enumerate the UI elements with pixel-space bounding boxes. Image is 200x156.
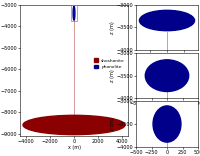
Y-axis label: z (m): z (m) [110, 118, 115, 130]
Legend: shoshonite, phonolite: shoshonite, phonolite [93, 58, 126, 70]
Ellipse shape [153, 106, 181, 142]
Ellipse shape [145, 60, 189, 91]
Ellipse shape [139, 10, 195, 31]
Y-axis label: z (m): z (m) [110, 69, 115, 82]
Ellipse shape [23, 115, 125, 135]
Bar [71, 5, 77, 21]
Ellipse shape [73, 6, 75, 20]
Y-axis label: z (m): z (m) [110, 21, 115, 34]
X-axis label: x (m): x (m) [68, 145, 80, 150]
